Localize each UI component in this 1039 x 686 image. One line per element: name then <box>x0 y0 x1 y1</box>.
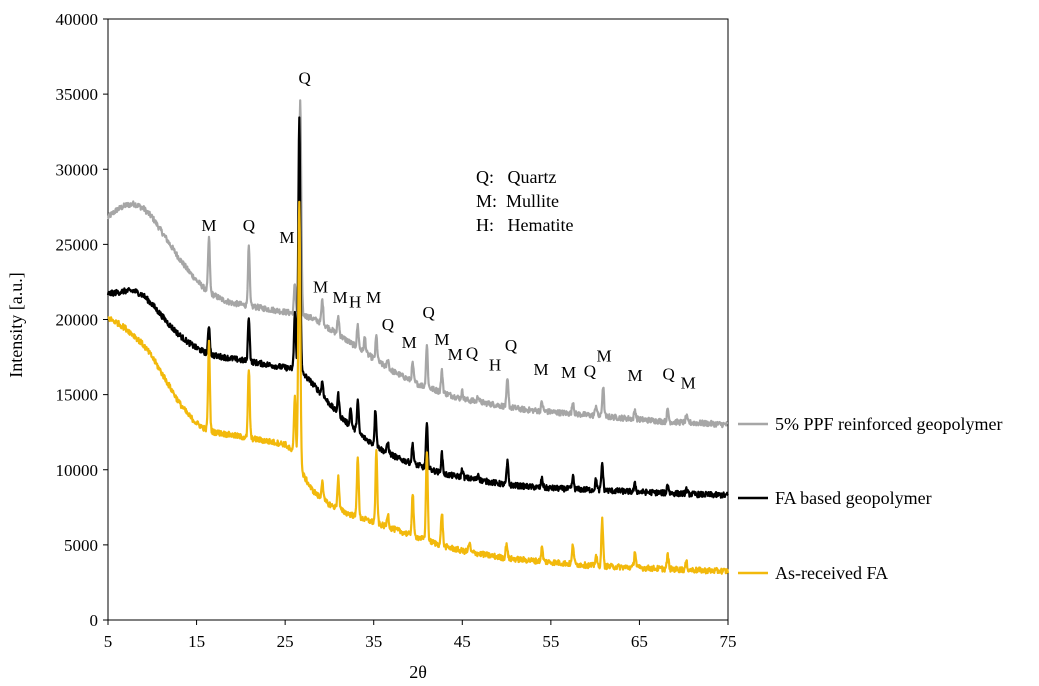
y-tick-label: 30000 <box>56 160 99 179</box>
y-tick-label: 5000 <box>64 536 98 555</box>
series-line-fa-geopolymer <box>106 116 729 499</box>
plot-frame <box>107 18 729 621</box>
y-tick-label: 15000 <box>56 386 99 405</box>
series-line-ppf-geopolymer <box>106 99 729 429</box>
peak-label: M <box>201 216 216 235</box>
peak-label: M <box>434 330 449 349</box>
x-tick-label: 5 <box>104 632 113 651</box>
x-tick-label: 35 <box>365 632 382 651</box>
peak-label: Q <box>422 303 434 322</box>
legend-label-as-received: As-received FA <box>775 563 888 583</box>
phase-key-quartz: Q: Quartz <box>476 167 556 187</box>
legend-label-fa-geopolymer: FA based geopolymer <box>775 488 932 508</box>
peak-label: M <box>402 333 417 352</box>
peak-label: Q <box>243 216 255 235</box>
peak-label: M <box>448 345 463 364</box>
peak-label: M <box>279 228 294 247</box>
phase-key-hematite: H: Hematite <box>476 215 573 235</box>
y-tick-label: 0 <box>90 611 99 630</box>
peak-label: Q <box>466 344 478 363</box>
peak-label: M <box>627 366 642 385</box>
y-tick-label: 20000 <box>56 311 99 330</box>
peak-label: Q <box>663 365 675 384</box>
series-layer <box>106 99 730 575</box>
peak-label: Q <box>505 336 517 355</box>
y-tick-label: 10000 <box>56 461 99 480</box>
x-tick-label: 65 <box>631 632 648 651</box>
peak-label: Q <box>584 362 596 381</box>
peak-label: M <box>332 288 347 307</box>
y-tick-label: 25000 <box>56 235 99 254</box>
peak-label: H <box>349 292 361 311</box>
phase-key: Q: Quartz M: Mullite H: Hematite <box>476 167 573 235</box>
phase-key-mullite: M: Mullite <box>476 191 559 211</box>
peak-label: M <box>534 360 549 379</box>
peak-label: H <box>489 356 501 375</box>
peak-label: M <box>313 277 328 296</box>
peak-label: Q <box>382 315 394 334</box>
peak-label: M <box>681 374 696 393</box>
peak-label: Q <box>298 69 310 88</box>
y-tick-label: 40000 <box>56 10 99 29</box>
x-axis: 5 15 25 35 45 55 65 75 <box>104 620 737 651</box>
peak-label: M <box>366 288 381 307</box>
peak-label: M <box>561 363 576 382</box>
legend: 5% PPF reinforced geopolymer FA based ge… <box>738 414 1002 583</box>
y-tick-label: 35000 <box>56 85 99 104</box>
series-line-as-received-fa <box>107 200 730 575</box>
x-tick-label: 25 <box>277 632 294 651</box>
x-axis-label: 2θ <box>409 662 427 682</box>
x-tick-label: 45 <box>454 632 471 651</box>
x-tick-label: 15 <box>188 632 205 651</box>
x-tick-label: 75 <box>720 632 737 651</box>
y-axis: 0 5000 10000 15000 20000 25000 30000 35000 40000 <box>56 10 108 630</box>
x-tick-label: 55 <box>542 632 559 651</box>
legend-label-ppf: 5% PPF reinforced geopolymer <box>775 414 1002 434</box>
peak-label: M <box>596 347 611 366</box>
y-axis-label: Intensity [a.u.] <box>6 272 26 377</box>
